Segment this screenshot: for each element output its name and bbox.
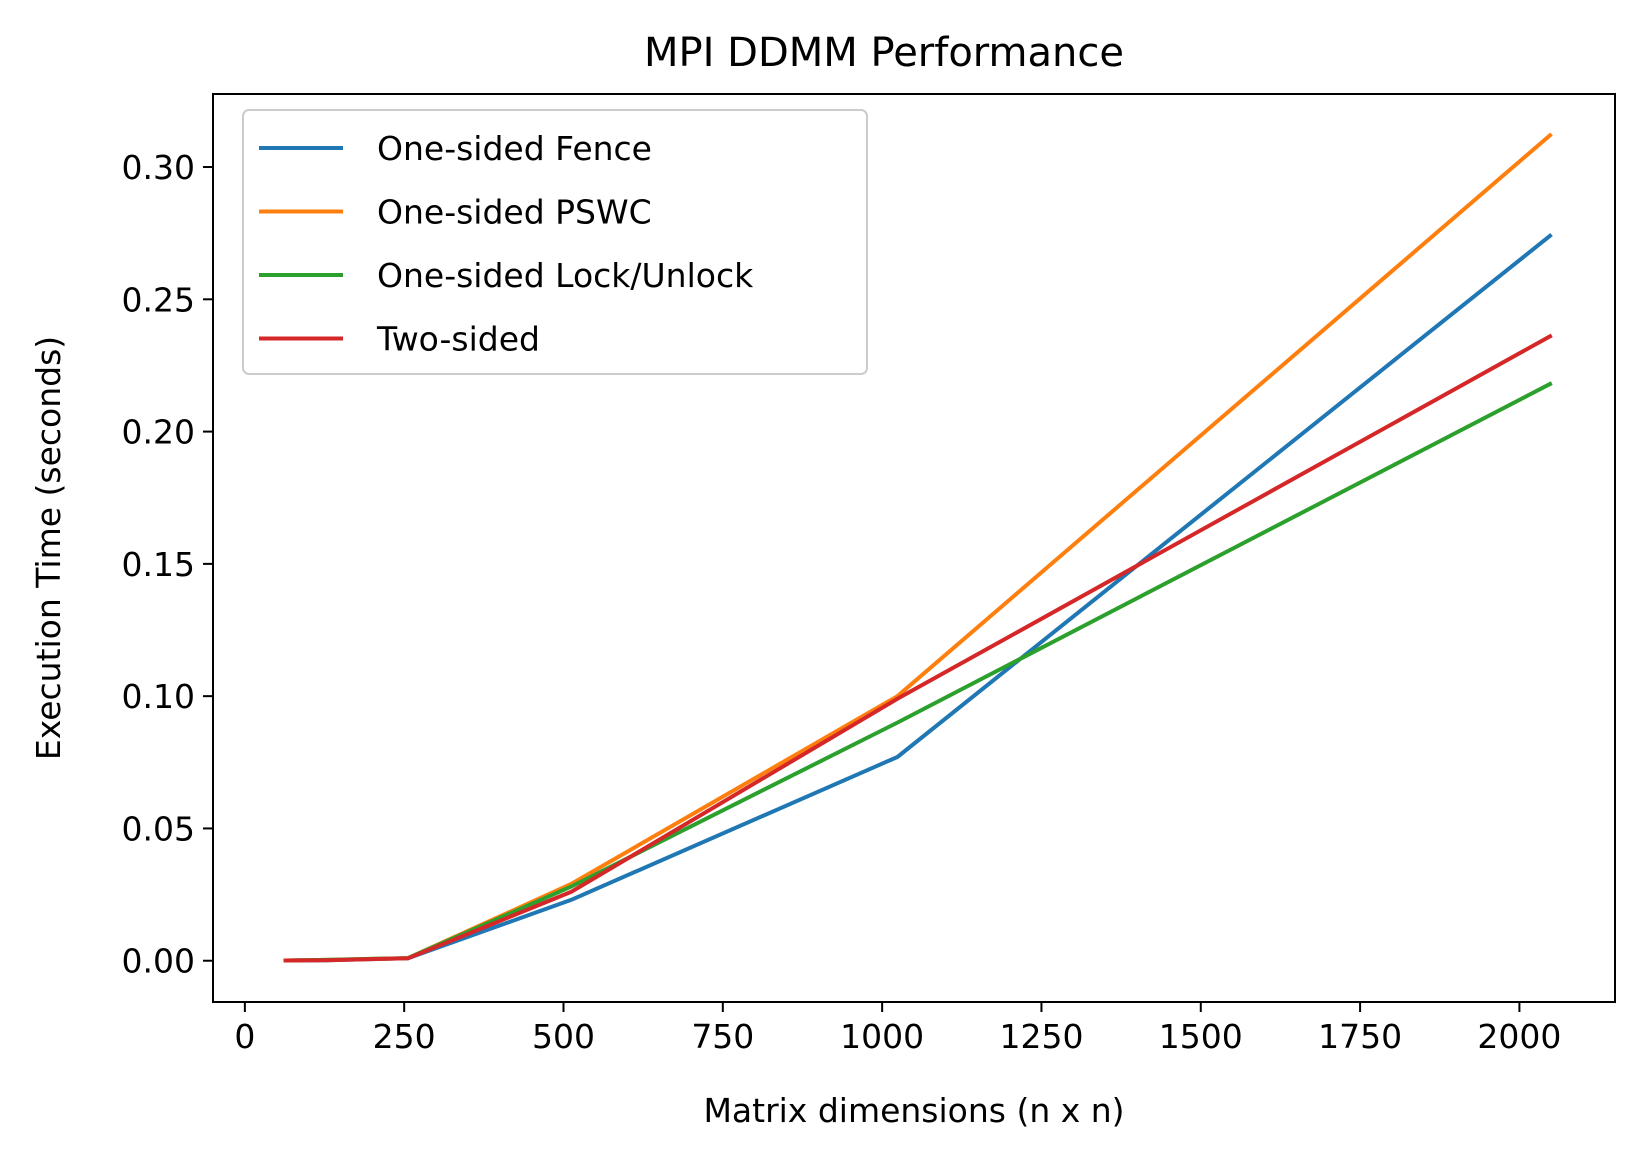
x-tick-label: 1750 xyxy=(1318,1017,1402,1056)
x-axis-label: Matrix dimensions (n x n) xyxy=(703,1091,1124,1130)
x-tick-label: 500 xyxy=(532,1017,595,1056)
x-tick-label: 1000 xyxy=(840,1017,924,1056)
legend-box xyxy=(242,109,868,375)
y-tick-label: 0.00 xyxy=(122,942,195,981)
x-tick-label: 750 xyxy=(691,1017,754,1056)
y-axis-label: Execution Time (seconds) xyxy=(29,336,68,760)
legend-label: One-sided PSWC xyxy=(377,193,652,232)
legend-label: One-sided Fence xyxy=(377,129,652,168)
y-tick-label: 0.20 xyxy=(122,413,195,452)
x-tick-label: 250 xyxy=(373,1017,436,1056)
x-axis: 0 250 500 750 1000 1250 1500 1750 2000 xyxy=(234,1002,1561,1056)
legend-label: Two-sided xyxy=(376,320,540,359)
chart-title: MPI DDMM Performance xyxy=(644,30,1124,76)
y-tick-label: 0.25 xyxy=(122,280,195,319)
y-tick-label: 0.10 xyxy=(122,677,195,716)
x-tick-label: 2000 xyxy=(1477,1017,1561,1056)
y-tick-label: 0.05 xyxy=(122,809,195,848)
x-tick-label: 1500 xyxy=(1159,1017,1243,1056)
series-layer xyxy=(283,132,1553,963)
y-axis: 0.00 0.05 0.10 0.15 0.20 0.25 0.30 xyxy=(122,148,213,981)
series-line-4 xyxy=(283,333,1553,963)
y-tick-label: 0.30 xyxy=(122,148,195,187)
x-tick-label: 0 xyxy=(234,1017,255,1056)
legend-label: One-sided Lock/Unlock xyxy=(377,256,754,295)
x-tick-label: 1250 xyxy=(999,1017,1083,1056)
plot-frame xyxy=(212,93,1616,1003)
y-tick-label: 0.15 xyxy=(122,545,195,584)
legend: One-sided Fence One-sided PSWC One-sided L… xyxy=(242,109,868,375)
